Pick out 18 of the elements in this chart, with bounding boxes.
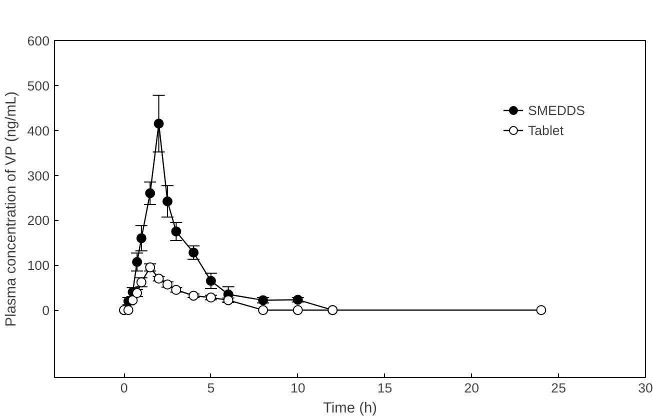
- x-tick-label: 15: [377, 380, 392, 396]
- x-tick-label: 20: [464, 380, 480, 396]
- x-tick-label: 10: [290, 380, 306, 396]
- y-axis-title: Plasma concentration of VP (ng/mL): [3, 92, 20, 327]
- y-tick-label: 500: [27, 78, 50, 94]
- y-tick-label: 200: [27, 213, 50, 228]
- y-tick-label: 100: [27, 258, 50, 274]
- y-tick-label: 400: [27, 123, 50, 138]
- x-tick-label: 0: [120, 380, 128, 396]
- y-tick-label: 600: [27, 34, 50, 48]
- x-axis-title: Time (h): [322, 400, 378, 416]
- x-tick-label: 5: [207, 380, 215, 396]
- x-tick-label: 25: [551, 380, 566, 396]
- y-tick-label: 300: [27, 168, 50, 184]
- legend-label: Tablet: [528, 122, 564, 138]
- y-tick-label: 0: [42, 303, 50, 318]
- x-tick-label: 30: [638, 380, 653, 396]
- legend-label: SMEDDS: [528, 102, 585, 118]
